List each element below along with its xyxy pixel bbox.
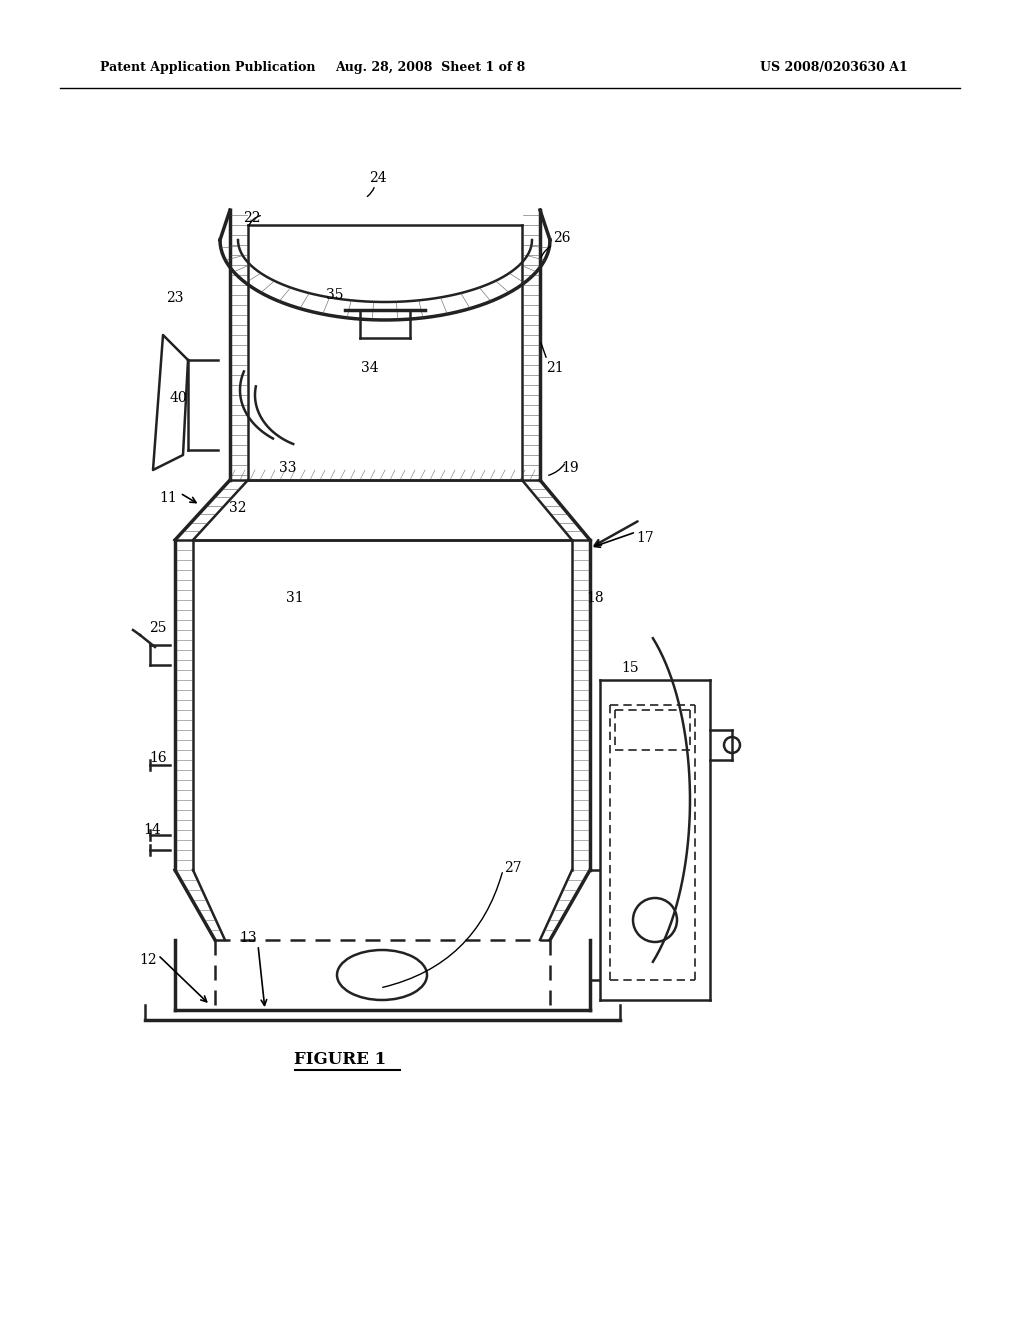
Text: 23: 23 — [166, 290, 183, 305]
Text: 31: 31 — [286, 591, 304, 605]
Text: 16: 16 — [150, 751, 167, 766]
Text: 24: 24 — [370, 172, 387, 185]
Text: FIGURE 1: FIGURE 1 — [294, 1052, 386, 1068]
Text: 17: 17 — [636, 531, 654, 545]
Text: 25: 25 — [150, 620, 167, 635]
Text: 27: 27 — [504, 861, 522, 875]
Text: 18: 18 — [586, 591, 604, 605]
Text: Aug. 28, 2008  Sheet 1 of 8: Aug. 28, 2008 Sheet 1 of 8 — [335, 62, 525, 74]
Text: 40: 40 — [169, 391, 186, 405]
Text: 14: 14 — [143, 822, 161, 837]
Text: 11: 11 — [159, 491, 177, 506]
Text: US 2008/0203630 A1: US 2008/0203630 A1 — [760, 62, 907, 74]
Text: 21: 21 — [546, 360, 564, 375]
Text: 26: 26 — [553, 231, 570, 246]
Text: 13: 13 — [240, 931, 257, 945]
Text: 19: 19 — [561, 461, 579, 475]
Text: 35: 35 — [327, 288, 344, 302]
Text: 32: 32 — [229, 502, 247, 515]
Text: 33: 33 — [280, 461, 297, 475]
Text: Patent Application Publication: Patent Application Publication — [100, 62, 315, 74]
Text: 34: 34 — [361, 360, 379, 375]
Text: 22: 22 — [244, 211, 261, 224]
Text: 12: 12 — [139, 953, 157, 968]
Text: 15: 15 — [622, 661, 639, 675]
